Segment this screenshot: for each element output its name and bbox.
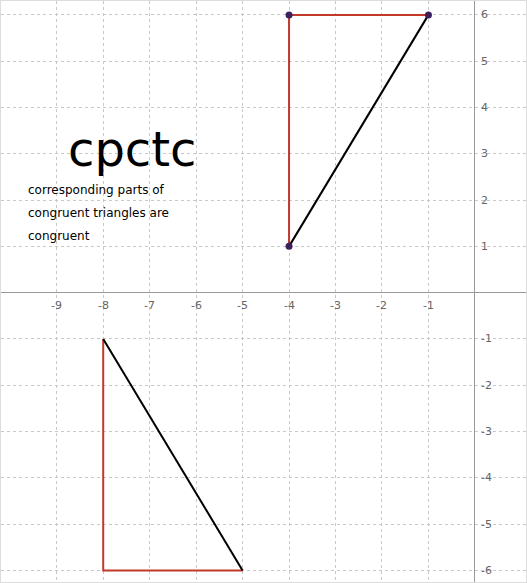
svg-text:-9: -9	[51, 299, 62, 312]
svg-text:6: 6	[481, 8, 488, 21]
svg-text:-4: -4	[481, 471, 492, 484]
svg-text:-3: -3	[481, 425, 492, 438]
svg-text:2: 2	[481, 194, 488, 207]
svg-text:cpctc: cpctc	[68, 121, 196, 177]
svg-text:-4: -4	[284, 299, 295, 312]
svg-text:corresponding parts of: corresponding parts of	[28, 183, 165, 197]
svg-text:-6: -6	[191, 299, 202, 312]
svg-text:-8: -8	[98, 299, 109, 312]
svg-text:5: 5	[481, 55, 488, 68]
svg-text:-2: -2	[376, 299, 387, 312]
svg-text:-2: -2	[481, 379, 492, 392]
svg-text:congruent triangles are: congruent triangles are	[28, 206, 169, 220]
svg-text:-5: -5	[481, 518, 492, 531]
svg-text:3: 3	[481, 147, 488, 160]
svg-text:4: 4	[481, 101, 488, 114]
svg-text:1: 1	[481, 240, 488, 253]
svg-text:-3: -3	[330, 299, 341, 312]
svg-text:-7: -7	[144, 299, 155, 312]
svg-text:-5: -5	[237, 299, 248, 312]
svg-text:-1: -1	[423, 299, 434, 312]
svg-text:-1: -1	[481, 332, 492, 345]
svg-text:congruent: congruent	[28, 229, 90, 243]
svg-text:-6: -6	[481, 564, 492, 577]
